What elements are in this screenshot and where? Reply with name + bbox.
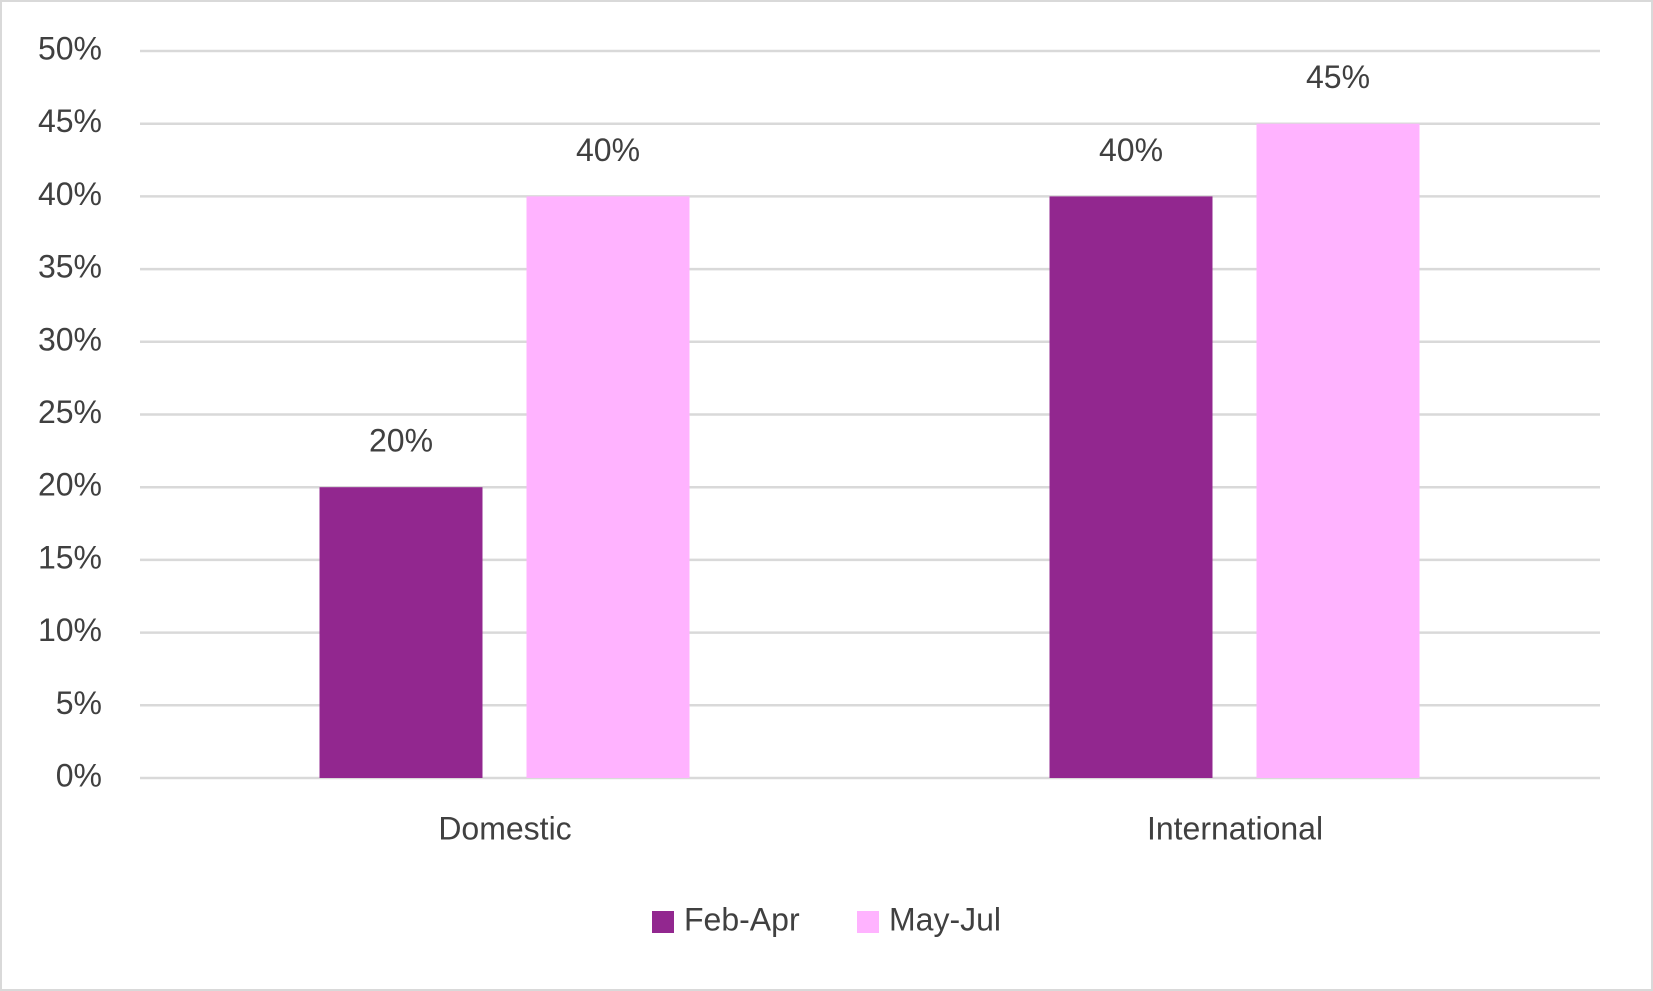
y-tick-label: 35% [38,249,102,285]
y-tick-label: 50% [38,30,102,66]
data-label: 20% [369,423,433,459]
legend-swatch [857,911,879,933]
y-tick-label: 20% [38,467,102,503]
legend-label: Feb-Apr [684,901,800,937]
x-tick-label: International [1147,810,1323,846]
legend-swatch [652,911,674,933]
data-label: 40% [1099,132,1163,168]
bar [1049,196,1213,778]
y-tick-label: 15% [38,539,102,575]
data-label: 45% [1306,59,1370,95]
x-tick-label: Domestic [438,810,571,846]
data-label: 40% [576,132,640,168]
y-tick-label: 30% [38,321,102,357]
bar [319,487,483,778]
y-tick-label: 10% [38,612,102,648]
bar [1256,123,1420,778]
y-tick-label: 40% [38,176,102,212]
legend-label: May-Jul [889,901,1001,937]
y-tick-label: 25% [38,394,102,430]
y-tick-label: 0% [56,757,102,793]
y-tick-label: 45% [38,103,102,139]
y-tick-label: 5% [56,685,102,721]
bar [526,196,690,778]
